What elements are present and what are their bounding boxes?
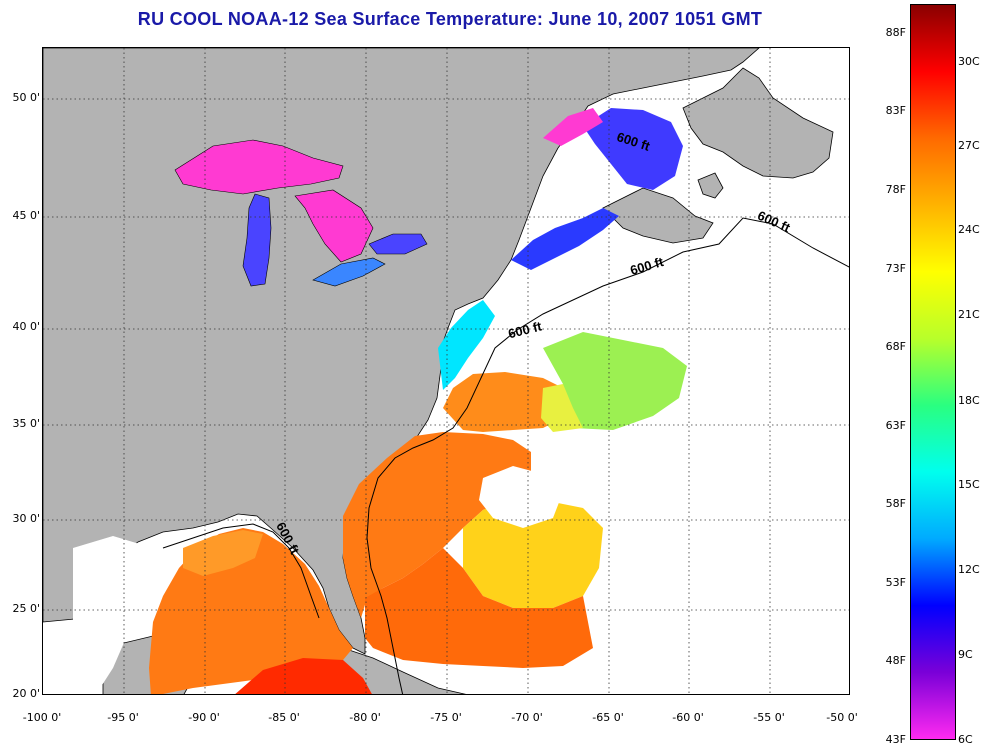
colorbar-c-label: 18C xyxy=(958,394,980,407)
lon-label: -100 0' xyxy=(22,711,62,724)
lon-label: -95 0' xyxy=(107,711,139,724)
sst-map: 600 ft 600 ft 600 ft 600 ft 600 ft xyxy=(43,48,849,694)
colorbar-c-label: 21C xyxy=(958,308,980,321)
lon-label: -85 0' xyxy=(268,711,300,724)
colorbar-f-label: 48F xyxy=(885,654,906,667)
lake-huron xyxy=(294,189,374,263)
lake-ontario xyxy=(368,233,428,255)
map-title: RU COOL NOAA-12 Sea Surface Temperature:… xyxy=(137,9,763,29)
lat-label: 40 0' xyxy=(12,320,40,333)
colorbar-c-label: 30C xyxy=(958,55,980,68)
colorbar-c-label: 24C xyxy=(958,223,980,236)
colorbar-f-label: 78F xyxy=(885,183,906,196)
newfoundland-land xyxy=(682,67,834,179)
isobath-600ft xyxy=(366,217,849,694)
colorbar-c-label: 12C xyxy=(958,563,980,576)
map-panel: 600 ft 600 ft 600 ft 600 ft 600 ft xyxy=(42,47,850,695)
cloud-patch xyxy=(73,536,153,694)
sargasso-yellow xyxy=(463,498,603,608)
colorbar-f-label: 73F xyxy=(885,262,906,275)
gulf-of-maine xyxy=(511,208,619,270)
mid-atlantic-shelf xyxy=(438,300,495,390)
colorbar-f-label: 58F xyxy=(885,497,906,510)
gulf-stream-warm xyxy=(443,372,563,432)
graticule xyxy=(43,48,849,694)
lon-label: -50 0' xyxy=(826,711,858,724)
colorbar-f-label: 43F xyxy=(885,733,906,746)
lat-label: 25 0' xyxy=(12,602,40,615)
lon-label: -60 0' xyxy=(672,711,704,724)
lon-label: -75 0' xyxy=(430,711,462,724)
cloud-patch xyxy=(479,466,563,528)
lat-label: 20 0' xyxy=(12,687,40,700)
lon-label: -70 0' xyxy=(511,711,543,724)
colorbar-c-label: 6C xyxy=(958,733,973,746)
bahamas-warm xyxy=(365,548,593,668)
lon-label: -90 0' xyxy=(188,711,220,724)
gulf-of-st-lawrence xyxy=(583,108,683,190)
colorbar-f-label: 63F xyxy=(885,419,906,432)
colorbar-c-label: 9C xyxy=(958,648,973,661)
lat-label: 50 0' xyxy=(12,91,40,104)
lon-label: -80 0' xyxy=(349,711,381,724)
lake-superior xyxy=(174,139,344,195)
maritimes-land xyxy=(602,187,714,244)
colorbar-c-label: 27C xyxy=(958,139,980,152)
lat-label: 35 0' xyxy=(12,417,40,430)
caribbean-hot xyxy=(235,658,372,694)
temperature-colorbar xyxy=(910,4,956,740)
lon-label: -55 0' xyxy=(753,711,785,724)
slope-water xyxy=(543,332,687,430)
lat-label: 45 0' xyxy=(12,209,40,222)
cape-breton-land xyxy=(697,172,724,199)
colorbar-c-label: 15C xyxy=(958,478,980,491)
lat-label: 30 0' xyxy=(12,512,40,525)
colorbar-f-label: 83F xyxy=(885,104,906,117)
colorbar-f-label: 88F xyxy=(885,26,906,39)
st-lawrence-estuary xyxy=(543,108,603,146)
slope-water-yellow xyxy=(541,384,583,432)
colorbar-f-label: 53F xyxy=(885,576,906,589)
gulf-coastal-cooler xyxy=(183,530,263,576)
colorbar-f-label: 68F xyxy=(885,340,906,353)
isobath-600ft-gulf xyxy=(162,523,320,619)
lake-erie xyxy=(312,257,386,287)
lon-label: -65 0' xyxy=(592,711,624,724)
